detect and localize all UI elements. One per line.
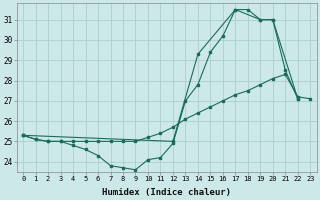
X-axis label: Humidex (Indice chaleur): Humidex (Indice chaleur) — [102, 188, 231, 197]
